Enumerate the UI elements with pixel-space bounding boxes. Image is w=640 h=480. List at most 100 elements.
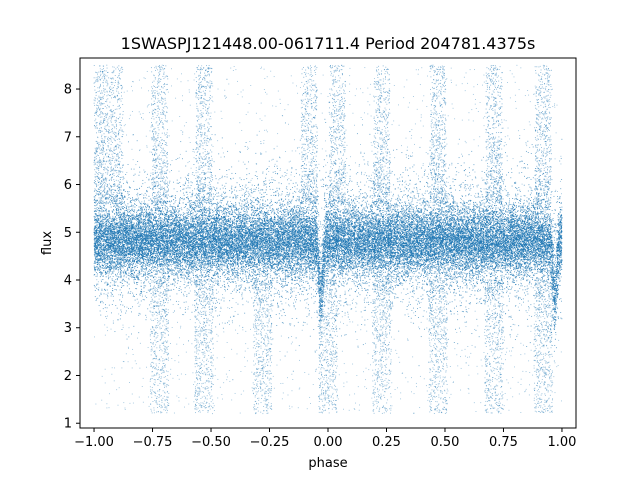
data-point bbox=[380, 223, 381, 224]
data-point bbox=[399, 248, 400, 249]
data-point bbox=[352, 279, 353, 280]
data-point bbox=[315, 284, 316, 285]
data-point bbox=[244, 260, 245, 261]
data-point bbox=[351, 233, 352, 234]
data-point bbox=[353, 215, 354, 216]
data-point bbox=[193, 204, 194, 205]
data-point bbox=[492, 263, 493, 264]
data-point bbox=[104, 222, 105, 223]
data-point bbox=[480, 269, 481, 270]
data-point bbox=[388, 249, 389, 250]
data-point bbox=[263, 235, 264, 236]
data-point bbox=[97, 217, 98, 218]
data-point bbox=[314, 225, 315, 226]
data-point bbox=[218, 283, 219, 284]
data-point bbox=[364, 288, 365, 289]
data-point bbox=[102, 239, 103, 240]
data-point bbox=[142, 209, 143, 210]
data-point bbox=[224, 227, 225, 228]
data-point bbox=[530, 194, 531, 195]
data-point bbox=[179, 288, 180, 289]
data-point bbox=[529, 198, 530, 199]
data-point bbox=[379, 252, 380, 253]
data-point bbox=[268, 255, 269, 256]
data-point bbox=[299, 257, 300, 258]
data-point bbox=[438, 266, 439, 267]
data-point bbox=[197, 245, 198, 246]
data-point bbox=[484, 265, 485, 266]
data-point bbox=[219, 259, 220, 260]
data-point bbox=[487, 227, 488, 228]
data-point bbox=[190, 272, 191, 273]
data-point bbox=[521, 274, 522, 275]
data-point bbox=[172, 273, 173, 274]
data-point bbox=[328, 253, 329, 254]
data-point bbox=[273, 192, 274, 193]
data-point bbox=[519, 217, 520, 218]
data-point bbox=[221, 218, 222, 219]
data-point bbox=[513, 203, 514, 204]
data-point bbox=[305, 210, 306, 211]
data-point bbox=[245, 253, 246, 254]
data-point bbox=[554, 265, 555, 266]
data-point bbox=[423, 221, 424, 222]
data-point bbox=[545, 231, 546, 232]
data-point bbox=[435, 271, 436, 272]
data-point bbox=[141, 226, 142, 227]
data-point bbox=[311, 272, 312, 273]
data-point bbox=[245, 223, 246, 224]
data-point bbox=[254, 266, 255, 267]
data-point bbox=[352, 219, 353, 220]
data-point bbox=[135, 249, 136, 250]
data-point bbox=[122, 260, 123, 261]
data-point bbox=[555, 260, 556, 261]
data-point bbox=[252, 192, 253, 193]
data-point bbox=[346, 269, 347, 270]
data-point bbox=[347, 262, 348, 263]
data-point bbox=[412, 263, 413, 264]
data-point bbox=[459, 262, 460, 263]
data-point bbox=[192, 216, 193, 217]
data-point bbox=[229, 279, 230, 280]
data-point bbox=[206, 242, 207, 243]
data-point bbox=[408, 223, 409, 224]
data-point bbox=[397, 226, 398, 227]
data-point bbox=[136, 205, 137, 206]
data-point bbox=[112, 278, 113, 279]
data-point bbox=[188, 214, 189, 215]
data-point bbox=[206, 268, 207, 269]
data-point bbox=[240, 259, 241, 260]
data-point bbox=[484, 271, 485, 272]
chart-title: 1SWASPJ121448.00-061711.4 Period 204781.… bbox=[121, 34, 536, 53]
data-point bbox=[238, 266, 239, 267]
data-point bbox=[221, 219, 222, 220]
data-point bbox=[518, 266, 519, 267]
data-point bbox=[240, 186, 241, 187]
data-point bbox=[350, 218, 351, 219]
data-point bbox=[104, 267, 105, 268]
data-point bbox=[451, 259, 452, 260]
scatter-points bbox=[94, 65, 563, 414]
data-point bbox=[476, 207, 477, 208]
data-point bbox=[102, 224, 103, 225]
data-point bbox=[429, 218, 430, 219]
data-point bbox=[108, 277, 109, 278]
data-point bbox=[232, 213, 233, 214]
data-point bbox=[534, 247, 535, 248]
data-point bbox=[288, 212, 289, 213]
data-point bbox=[336, 220, 337, 221]
data-point bbox=[176, 265, 177, 266]
data-point bbox=[411, 204, 412, 205]
data-point bbox=[433, 205, 434, 206]
data-point bbox=[466, 222, 467, 223]
data-point bbox=[116, 215, 117, 216]
data-point bbox=[341, 284, 342, 285]
data-point bbox=[380, 226, 381, 227]
data-point bbox=[320, 313, 321, 314]
data-point bbox=[115, 216, 116, 217]
data-point bbox=[242, 280, 243, 281]
data-point bbox=[155, 224, 156, 225]
data-point bbox=[351, 270, 352, 271]
data-point bbox=[527, 255, 528, 256]
